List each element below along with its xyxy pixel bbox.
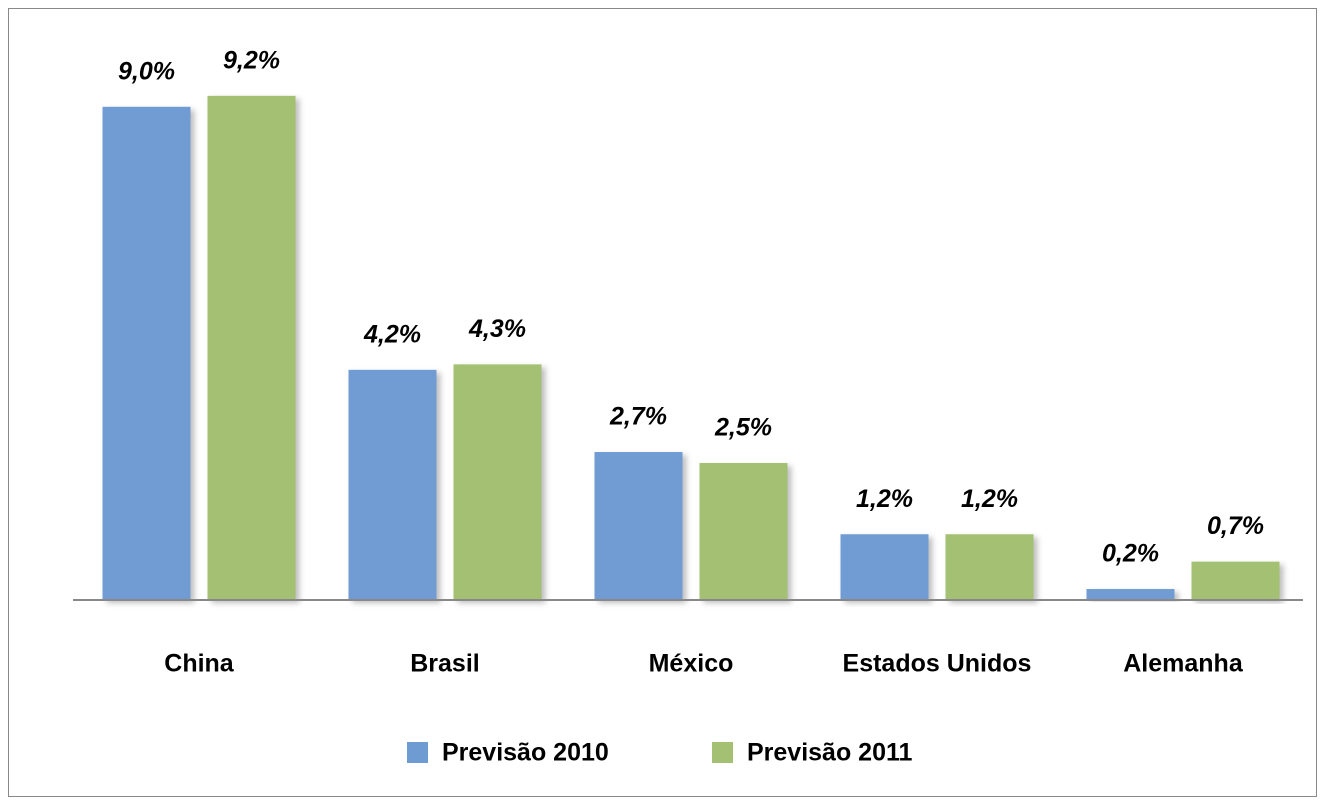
bar	[945, 534, 1034, 600]
value-label: 1,2%	[961, 485, 1018, 513]
value-label: 9,0%	[118, 57, 175, 85]
legend-label: Previsão 2010	[442, 739, 609, 767]
bar	[453, 364, 542, 600]
value-label: 4,3%	[468, 315, 526, 343]
x-tick-label: México	[649, 650, 734, 678]
x-tick-label: Alemanha	[1123, 650, 1244, 678]
bar	[840, 534, 929, 600]
legend-swatch	[712, 742, 733, 763]
x-tick-label: Estados Unidos	[843, 650, 1032, 678]
bar	[348, 369, 437, 600]
value-label: 2,7%	[609, 403, 667, 431]
bar	[594, 452, 683, 600]
value-label: 0,7%	[1207, 512, 1264, 540]
x-tick-label: Brasil	[410, 650, 479, 678]
value-label: 2,5%	[714, 414, 772, 442]
bar	[1086, 589, 1175, 600]
value-label: 4,2%	[363, 320, 421, 348]
bar	[1191, 561, 1280, 600]
value-label: 9,2%	[223, 46, 280, 74]
value-label: 0,2%	[1102, 540, 1159, 568]
legend-swatch	[407, 742, 428, 763]
value-label: 1,2%	[856, 485, 913, 513]
bar	[102, 106, 191, 601]
bar	[699, 463, 788, 600]
bar	[207, 95, 296, 600]
legend-label: Previsão 2011	[747, 739, 913, 767]
x-tick-label: China	[164, 650, 235, 678]
